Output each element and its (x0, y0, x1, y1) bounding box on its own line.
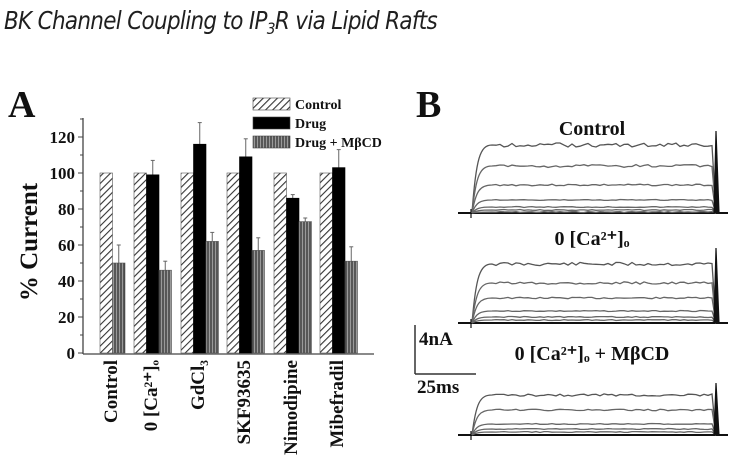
bar (319, 172, 333, 354)
legend-item: Drug + MβCD (252, 135, 382, 151)
x-axis-labels: Control 0 [Ca²⁺]ₒ GdCl₃ SKF93635 Nimodipine M… (101, 359, 348, 455)
current-trace (471, 163, 717, 214)
current-traces: Control 0 [Ca²⁺]ₒ 0 [Ca²⁺]ₒ + MβCD (458, 118, 728, 440)
current-trace (471, 318, 717, 324)
trace-panel: Control (458, 118, 728, 218)
y-axis-label: % Current (16, 182, 43, 301)
bar (239, 156, 253, 354)
current-trace (471, 408, 717, 436)
panel-a-label: A (8, 84, 36, 126)
bar (251, 250, 265, 354)
legend-item: Drug (252, 116, 326, 132)
x-tick-label: Nimodipine (281, 360, 302, 455)
trace-title: Control (559, 118, 626, 140)
x-tick-label: SKF93635 (234, 360, 255, 444)
y-tick-label: 100 (50, 164, 76, 183)
current-trace (471, 205, 717, 214)
current-trace (471, 422, 717, 436)
bar (99, 172, 113, 354)
current-trace (471, 183, 717, 214)
current-trace (471, 198, 717, 214)
scale-time-label: 25ms (417, 377, 459, 398)
bar-group (133, 159, 172, 354)
current-trace (471, 208, 717, 214)
y-tick-label: 60 (58, 236, 75, 255)
y-tick-label: 20 (58, 308, 75, 327)
bar (205, 241, 219, 354)
scale-bar: 4nA 25ms (414, 325, 476, 398)
y-tick-label: 40 (58, 272, 75, 291)
bar (146, 174, 160, 354)
panel-b-label: B (416, 84, 441, 126)
bar-group (99, 172, 126, 354)
current-trace (471, 142, 717, 214)
current-trace (471, 281, 717, 324)
bar (193, 143, 207, 354)
bar (180, 172, 194, 354)
x-tick-label: Control (101, 360, 122, 423)
svg-text:Drug + MβCD: Drug + MβCD (295, 136, 382, 151)
panel-a: A % Current 0 20 40 60 80 100 120 Control 0 [Ca… (8, 84, 382, 455)
svg-text:Control: Control (295, 98, 342, 113)
current-trace (471, 315, 717, 324)
scale-current-label: 4nA (419, 329, 453, 350)
figure-title: BK Channel Coupling to IP3R via Lipid Ra… (4, 6, 438, 38)
current-trace (471, 309, 717, 324)
bar (112, 262, 126, 354)
legend-item: Control (252, 97, 342, 113)
bar-group (226, 138, 265, 354)
y-tick-label: 120 (50, 128, 76, 147)
bar-group (180, 122, 219, 354)
bar (286, 197, 300, 354)
current-trace (471, 430, 717, 436)
bars (99, 122, 358, 354)
bar (332, 167, 346, 354)
legend: Control Drug Drug + MβCD (252, 97, 382, 151)
panel-b: B Control 0 [Ca²⁺]ₒ 0 [Ca²⁺]ₒ + MβCD 4nA 2… (414, 84, 728, 440)
y-tick-label: 0 (67, 344, 76, 363)
current-trace (471, 427, 717, 436)
bar-group (273, 172, 312, 354)
y-axis: 0 20 40 60 80 100 120 (50, 118, 374, 363)
current-trace (471, 261, 717, 324)
y-tick-label: 80 (58, 200, 75, 219)
bar (344, 260, 358, 354)
bar (158, 269, 172, 354)
bar (298, 221, 312, 354)
x-tick-label: 0 [Ca²⁺]ₒ (141, 359, 162, 431)
x-tick-label: Mibefradil (327, 360, 348, 448)
current-trace (471, 393, 717, 436)
svg-text:Drug: Drug (295, 117, 326, 132)
bar (133, 172, 147, 354)
current-trace (471, 210, 717, 214)
trace-title: 0 [Ca²⁺]ₒ (554, 228, 629, 250)
trace-title: 0 [Ca²⁺]ₒ + MβCD (515, 343, 670, 365)
bar-group (319, 149, 358, 354)
bar (273, 172, 287, 354)
trace-panel: 0 [Ca²⁺]ₒ (458, 228, 728, 328)
trace-panel: 0 [Ca²⁺]ₒ + MβCD (458, 343, 728, 440)
x-tick-label: GdCl₃ (188, 360, 209, 410)
current-trace (471, 296, 717, 324)
bar (226, 172, 240, 354)
